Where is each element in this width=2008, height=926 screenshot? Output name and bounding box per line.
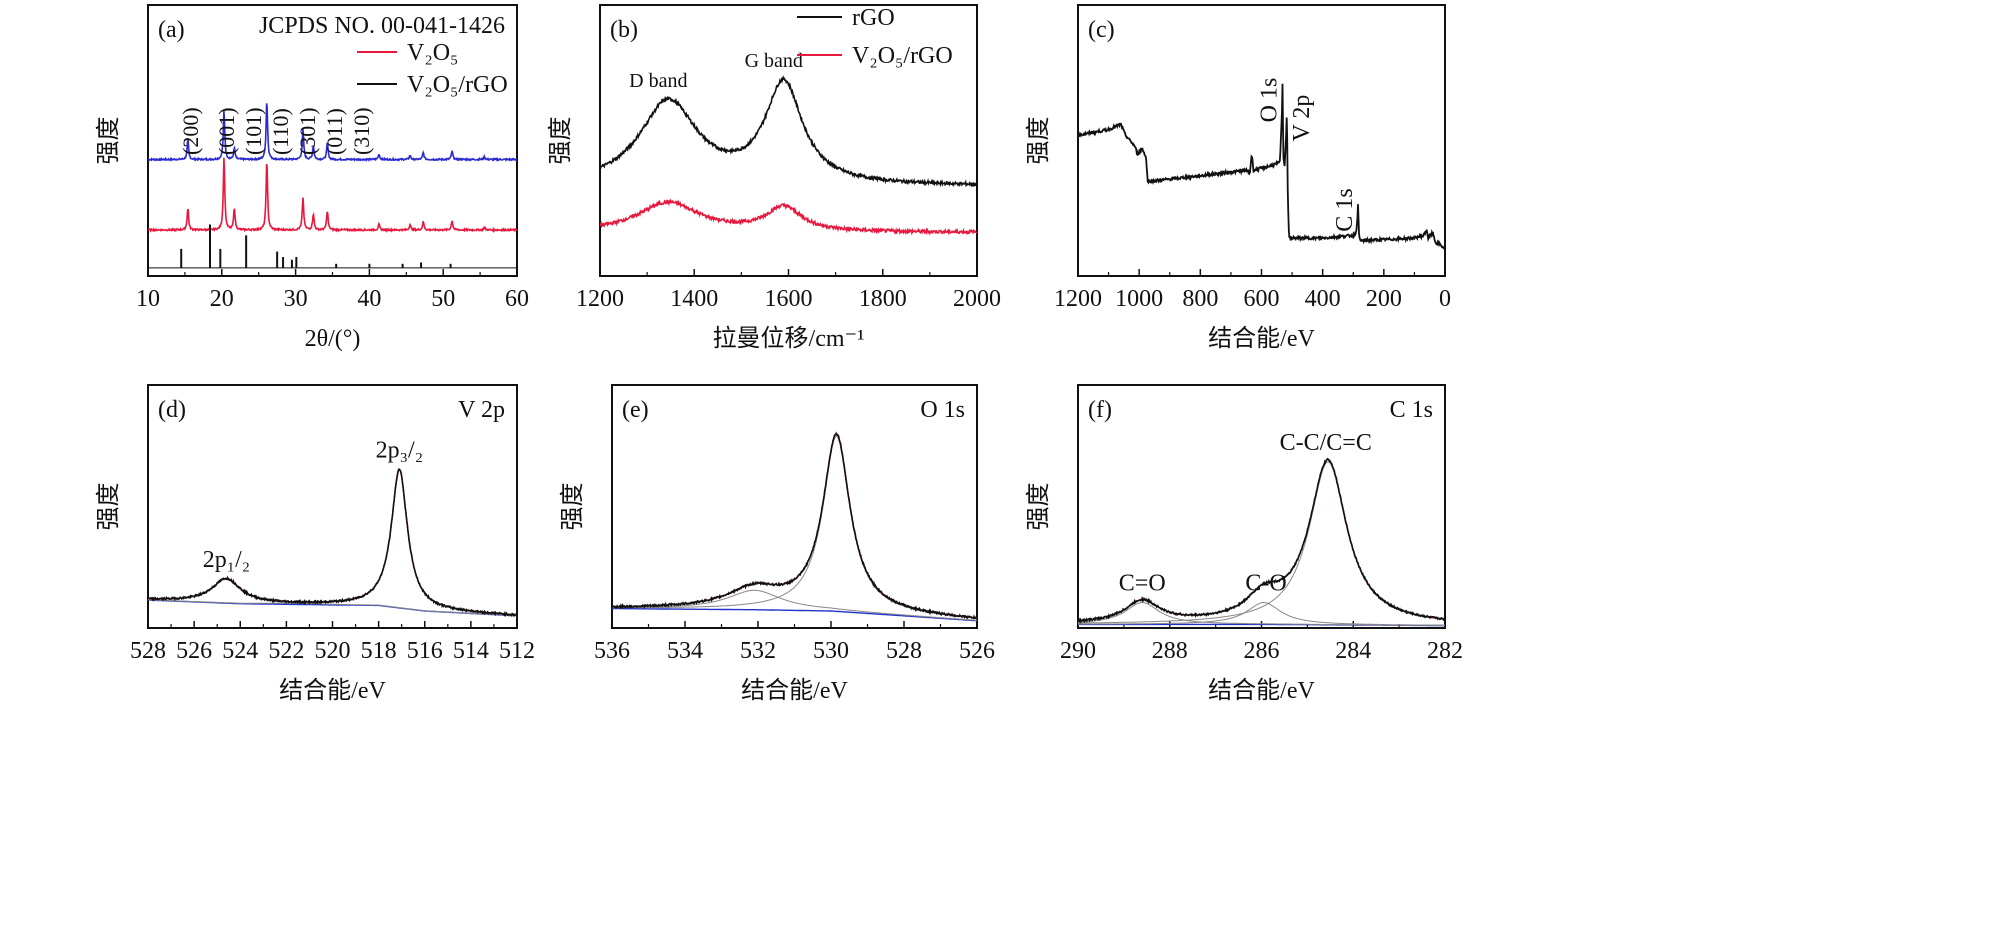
x-tick-label: 60 xyxy=(505,286,529,312)
panel-label: (d) xyxy=(158,397,186,423)
measured-data xyxy=(1077,457,1446,625)
x-tick-label: 536 xyxy=(594,638,630,664)
panel-label: (f) xyxy=(1088,397,1112,423)
x-tick-label: 530 xyxy=(813,638,849,664)
x-tick-label: 524 xyxy=(222,638,258,664)
x-axis-label: 结合能/eV xyxy=(741,677,848,704)
panel-title: C 1s xyxy=(1390,397,1433,423)
x-tick-label: 290 xyxy=(1060,638,1096,664)
measured-data xyxy=(147,468,518,618)
legend-label: V₂O₅ xyxy=(407,40,458,66)
y-axis-label: 强度 xyxy=(559,483,586,531)
peak-label: 2p₃/₂ xyxy=(376,437,423,463)
x-tick-label: 522 xyxy=(268,638,304,664)
peak-index-label: (200) xyxy=(178,107,203,155)
x-tick-label: 528 xyxy=(886,638,922,664)
peak-index-label: (001) xyxy=(214,107,239,155)
x-axis-label: 结合能/eV xyxy=(1208,325,1315,352)
legend-title: JCPDS NO. 00-041-1426 xyxy=(259,13,505,39)
x-tick-label: 286 xyxy=(1244,638,1280,664)
legend-label: V₂O₅/rGO xyxy=(407,72,508,98)
peak-index-label: (301) xyxy=(295,107,320,155)
fit-envelope xyxy=(1077,459,1446,622)
x-tick-label: 1200 xyxy=(576,286,624,312)
y-axis-label: 强度 xyxy=(95,117,122,165)
x-tick-label: 1000 xyxy=(1115,286,1163,312)
band-label: D band xyxy=(629,70,687,92)
element-label: V 2p xyxy=(1289,95,1315,142)
x-axis-label: 拉曼位移/cm⁻¹ xyxy=(713,325,865,352)
x-tick-label: 50 xyxy=(431,286,455,312)
element-label: O 1s xyxy=(1257,78,1283,123)
fit-component-0 xyxy=(612,435,978,619)
legend-label: rGO xyxy=(852,5,895,31)
peak-index-label: (110) xyxy=(268,108,293,155)
panel-label: (b) xyxy=(610,17,638,43)
peak-index-label: (310) xyxy=(349,107,374,155)
measured-data xyxy=(611,431,978,620)
element-label: C 1s xyxy=(1332,188,1358,231)
x-tick-label: 20 xyxy=(210,286,234,312)
panel-label: (a) xyxy=(158,17,185,43)
x-tick-label: 284 xyxy=(1335,638,1371,664)
y-axis-label: 强度 xyxy=(95,483,122,531)
peak-label: C=O xyxy=(1119,570,1166,596)
x-tick-label: 532 xyxy=(740,638,776,664)
fit-component-2 xyxy=(1078,602,1445,626)
x-tick-label: 288 xyxy=(1152,638,1188,664)
peak-label: 2p₁/₂ xyxy=(203,547,250,573)
xrd-series-1 xyxy=(147,157,518,234)
x-tick-label: 800 xyxy=(1182,286,1218,312)
peak-label: C-C/C=C xyxy=(1280,430,1372,456)
peak-index-label: (101) xyxy=(241,107,266,155)
legend-label: V₂O₅/rGO xyxy=(852,43,953,69)
x-tick-label: 526 xyxy=(176,638,212,664)
fit-component-0 xyxy=(1078,461,1445,624)
x-axis-label: 2θ/(°) xyxy=(305,326,361,352)
fit-envelope xyxy=(612,432,977,619)
x-tick-label: 526 xyxy=(959,638,995,664)
y-axis-label: 强度 xyxy=(1025,117,1052,165)
plot-frame-c xyxy=(1077,4,1446,277)
band-label: G band xyxy=(745,50,803,72)
x-tick-label: 600 xyxy=(1244,286,1280,312)
x-tick-label: 516 xyxy=(407,638,443,664)
xps-survey-line xyxy=(1077,83,1446,250)
x-tick-label: 200 xyxy=(1366,286,1402,312)
fit-component-1 xyxy=(612,589,977,621)
raman-series-1 xyxy=(599,198,978,236)
x-tick-label: 1600 xyxy=(765,286,813,312)
peak-label: C-O xyxy=(1245,571,1286,597)
x-tick-label: 1200 xyxy=(1054,286,1102,312)
x-tick-label: 520 xyxy=(315,638,351,664)
x-tick-label: 2000 xyxy=(953,286,1001,312)
peak-index-label: (011) xyxy=(322,108,347,155)
x-tick-label: 40 xyxy=(357,286,381,312)
x-tick-label: 282 xyxy=(1427,638,1463,664)
x-tick-label: 534 xyxy=(667,638,703,664)
x-tick-label: 518 xyxy=(361,638,397,664)
x-tick-label: 514 xyxy=(453,638,489,664)
x-tick-label: 512 xyxy=(499,638,535,664)
panel-title: V 2p xyxy=(458,397,505,423)
x-tick-label: 1800 xyxy=(859,286,907,312)
x-axis-label: 结合能/eV xyxy=(1208,677,1315,704)
x-tick-label: 1400 xyxy=(670,286,718,312)
x-axis-label: 结合能/eV xyxy=(279,677,386,704)
panel-label: (e) xyxy=(622,397,649,423)
y-axis-label: 强度 xyxy=(547,117,574,165)
raman-series-0 xyxy=(599,75,978,188)
background-line xyxy=(612,607,977,622)
panel-title: O 1s xyxy=(920,397,965,423)
x-tick-label: 10 xyxy=(136,286,160,312)
xrd-series-0 xyxy=(147,103,518,163)
panel-label: (c) xyxy=(1088,17,1115,43)
y-axis-label: 强度 xyxy=(1025,483,1052,531)
x-tick-label: 528 xyxy=(130,638,166,664)
x-tick-label: 0 xyxy=(1439,286,1451,312)
x-tick-label: 400 xyxy=(1305,286,1341,312)
x-tick-label: 30 xyxy=(284,286,308,312)
